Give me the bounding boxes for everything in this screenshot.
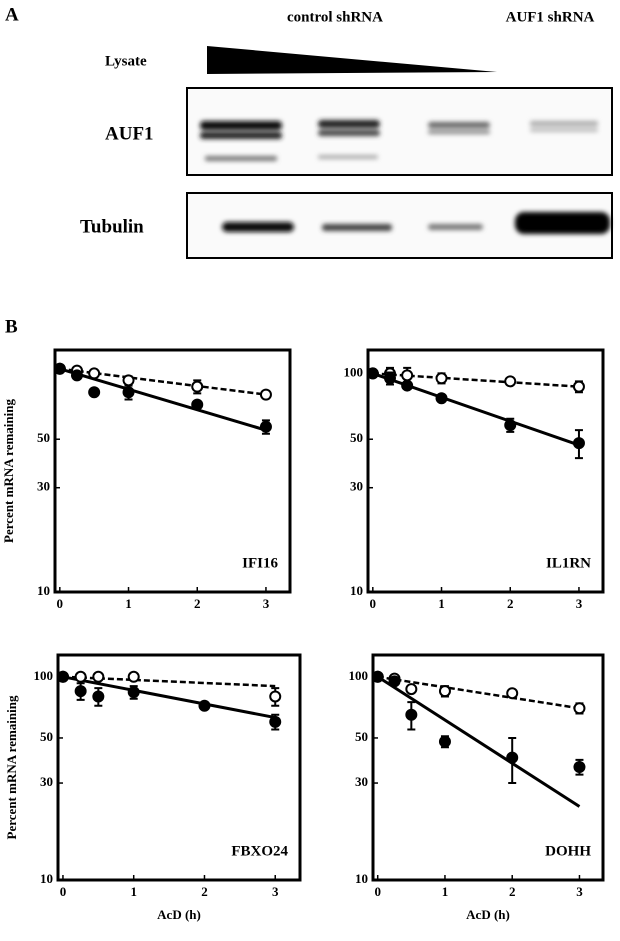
data-point bbox=[401, 369, 414, 382]
x-tick-label: 2 bbox=[201, 884, 208, 899]
data-point bbox=[573, 760, 586, 773]
y-axis-label: Percent mRNA remaining bbox=[4, 695, 19, 839]
fit-line bbox=[62, 675, 276, 720]
data-point bbox=[127, 686, 140, 699]
data-point bbox=[435, 372, 448, 385]
data-point bbox=[122, 386, 135, 399]
fit-line bbox=[59, 367, 267, 396]
x-tick-label: 1 bbox=[130, 884, 137, 899]
data-point bbox=[88, 367, 101, 380]
y-tick-label: 30 bbox=[355, 774, 368, 789]
y-tick-label: 10 bbox=[37, 583, 50, 598]
y-tick-label: 50 bbox=[355, 729, 368, 744]
x-tick-label: 2 bbox=[194, 596, 201, 611]
y-tick-label: 10 bbox=[355, 871, 368, 886]
x-tick-label: 3 bbox=[272, 884, 279, 899]
y-tick-label: 30 bbox=[40, 774, 53, 789]
x-axis-label: AcD (h) bbox=[157, 907, 201, 922]
x-axis-label: AcD (h) bbox=[466, 907, 510, 922]
lysate-wedge bbox=[207, 46, 497, 74]
y-tick-label: 100 bbox=[349, 668, 369, 683]
data-point bbox=[122, 374, 135, 387]
data-point bbox=[401, 379, 414, 392]
x-tick-label: 2 bbox=[507, 596, 514, 611]
data-point bbox=[191, 380, 204, 393]
data-point bbox=[504, 419, 517, 432]
x-tick-label: 1 bbox=[125, 596, 132, 611]
data-point bbox=[572, 380, 585, 393]
y-tick-label: 30 bbox=[37, 479, 50, 494]
data-point bbox=[388, 675, 401, 688]
y-tick-label: 100 bbox=[34, 668, 54, 683]
data-point bbox=[438, 735, 451, 748]
data-point bbox=[92, 690, 105, 703]
data-point bbox=[269, 690, 282, 703]
data-point bbox=[383, 372, 396, 385]
panel-label: B bbox=[5, 316, 18, 337]
fit-line bbox=[377, 675, 580, 710]
data-point bbox=[269, 715, 282, 728]
x-tick-label: 0 bbox=[60, 884, 67, 899]
data-point bbox=[405, 708, 418, 721]
data-point bbox=[504, 375, 517, 388]
y-tick-label: 50 bbox=[40, 729, 53, 744]
chart-title: IFI16 bbox=[242, 555, 278, 571]
x-tick-label: 3 bbox=[576, 884, 583, 899]
fit-line bbox=[376, 675, 581, 808]
x-tick-label: 0 bbox=[57, 596, 64, 611]
data-point bbox=[198, 699, 211, 712]
data-point bbox=[259, 420, 272, 433]
auf1-bands bbox=[200, 120, 598, 161]
x-tick-label: 3 bbox=[576, 596, 583, 611]
y-axis-label: Percent mRNA remaining bbox=[1, 399, 16, 543]
data-point bbox=[74, 670, 87, 683]
y-tick-label: 10 bbox=[350, 583, 363, 598]
data-point bbox=[435, 392, 448, 405]
data-point bbox=[92, 670, 105, 683]
data-point bbox=[506, 751, 519, 764]
y-tick-label: 10 bbox=[40, 871, 53, 886]
plot-frame bbox=[371, 653, 605, 882]
data-point bbox=[572, 437, 585, 450]
data-point bbox=[70, 369, 83, 382]
data-point bbox=[405, 683, 418, 696]
data-point bbox=[259, 388, 272, 401]
plot-frame bbox=[53, 348, 292, 594]
x-tick-label: 0 bbox=[374, 884, 381, 899]
y-tick-label: 30 bbox=[350, 479, 363, 494]
data-point bbox=[438, 685, 451, 698]
y-tick-label: 50 bbox=[37, 430, 50, 445]
y-tick-label: 100 bbox=[344, 364, 364, 379]
chart-title: FBXO24 bbox=[231, 843, 288, 859]
fit-line bbox=[372, 372, 580, 388]
x-tick-label: 2 bbox=[509, 884, 516, 899]
data-point bbox=[127, 670, 140, 683]
x-tick-label: 0 bbox=[370, 596, 377, 611]
condition-label: AUF1 shRNA bbox=[506, 9, 595, 25]
panel-label: A bbox=[5, 4, 19, 25]
data-point bbox=[74, 685, 87, 698]
data-point bbox=[88, 386, 101, 399]
plot-frame bbox=[366, 348, 605, 594]
tubulin-bands bbox=[222, 212, 610, 234]
x-tick-label: 1 bbox=[438, 596, 445, 611]
plot-frame bbox=[56, 653, 302, 882]
x-tick-label: 3 bbox=[263, 596, 270, 611]
data-point bbox=[191, 398, 204, 411]
chart-title: IL1RN bbox=[546, 555, 591, 571]
condition-label: control shRNA bbox=[287, 9, 383, 25]
lysate-label: Lysate bbox=[105, 53, 147, 69]
x-tick-label: 1 bbox=[442, 884, 449, 899]
blot-label: Tubulin bbox=[80, 216, 144, 237]
data-point bbox=[573, 702, 586, 715]
y-tick-label: 50 bbox=[350, 430, 363, 445]
data-point bbox=[506, 687, 519, 700]
blot-label: AUF1 bbox=[105, 123, 154, 144]
chart-title: DOHH bbox=[545, 843, 591, 859]
